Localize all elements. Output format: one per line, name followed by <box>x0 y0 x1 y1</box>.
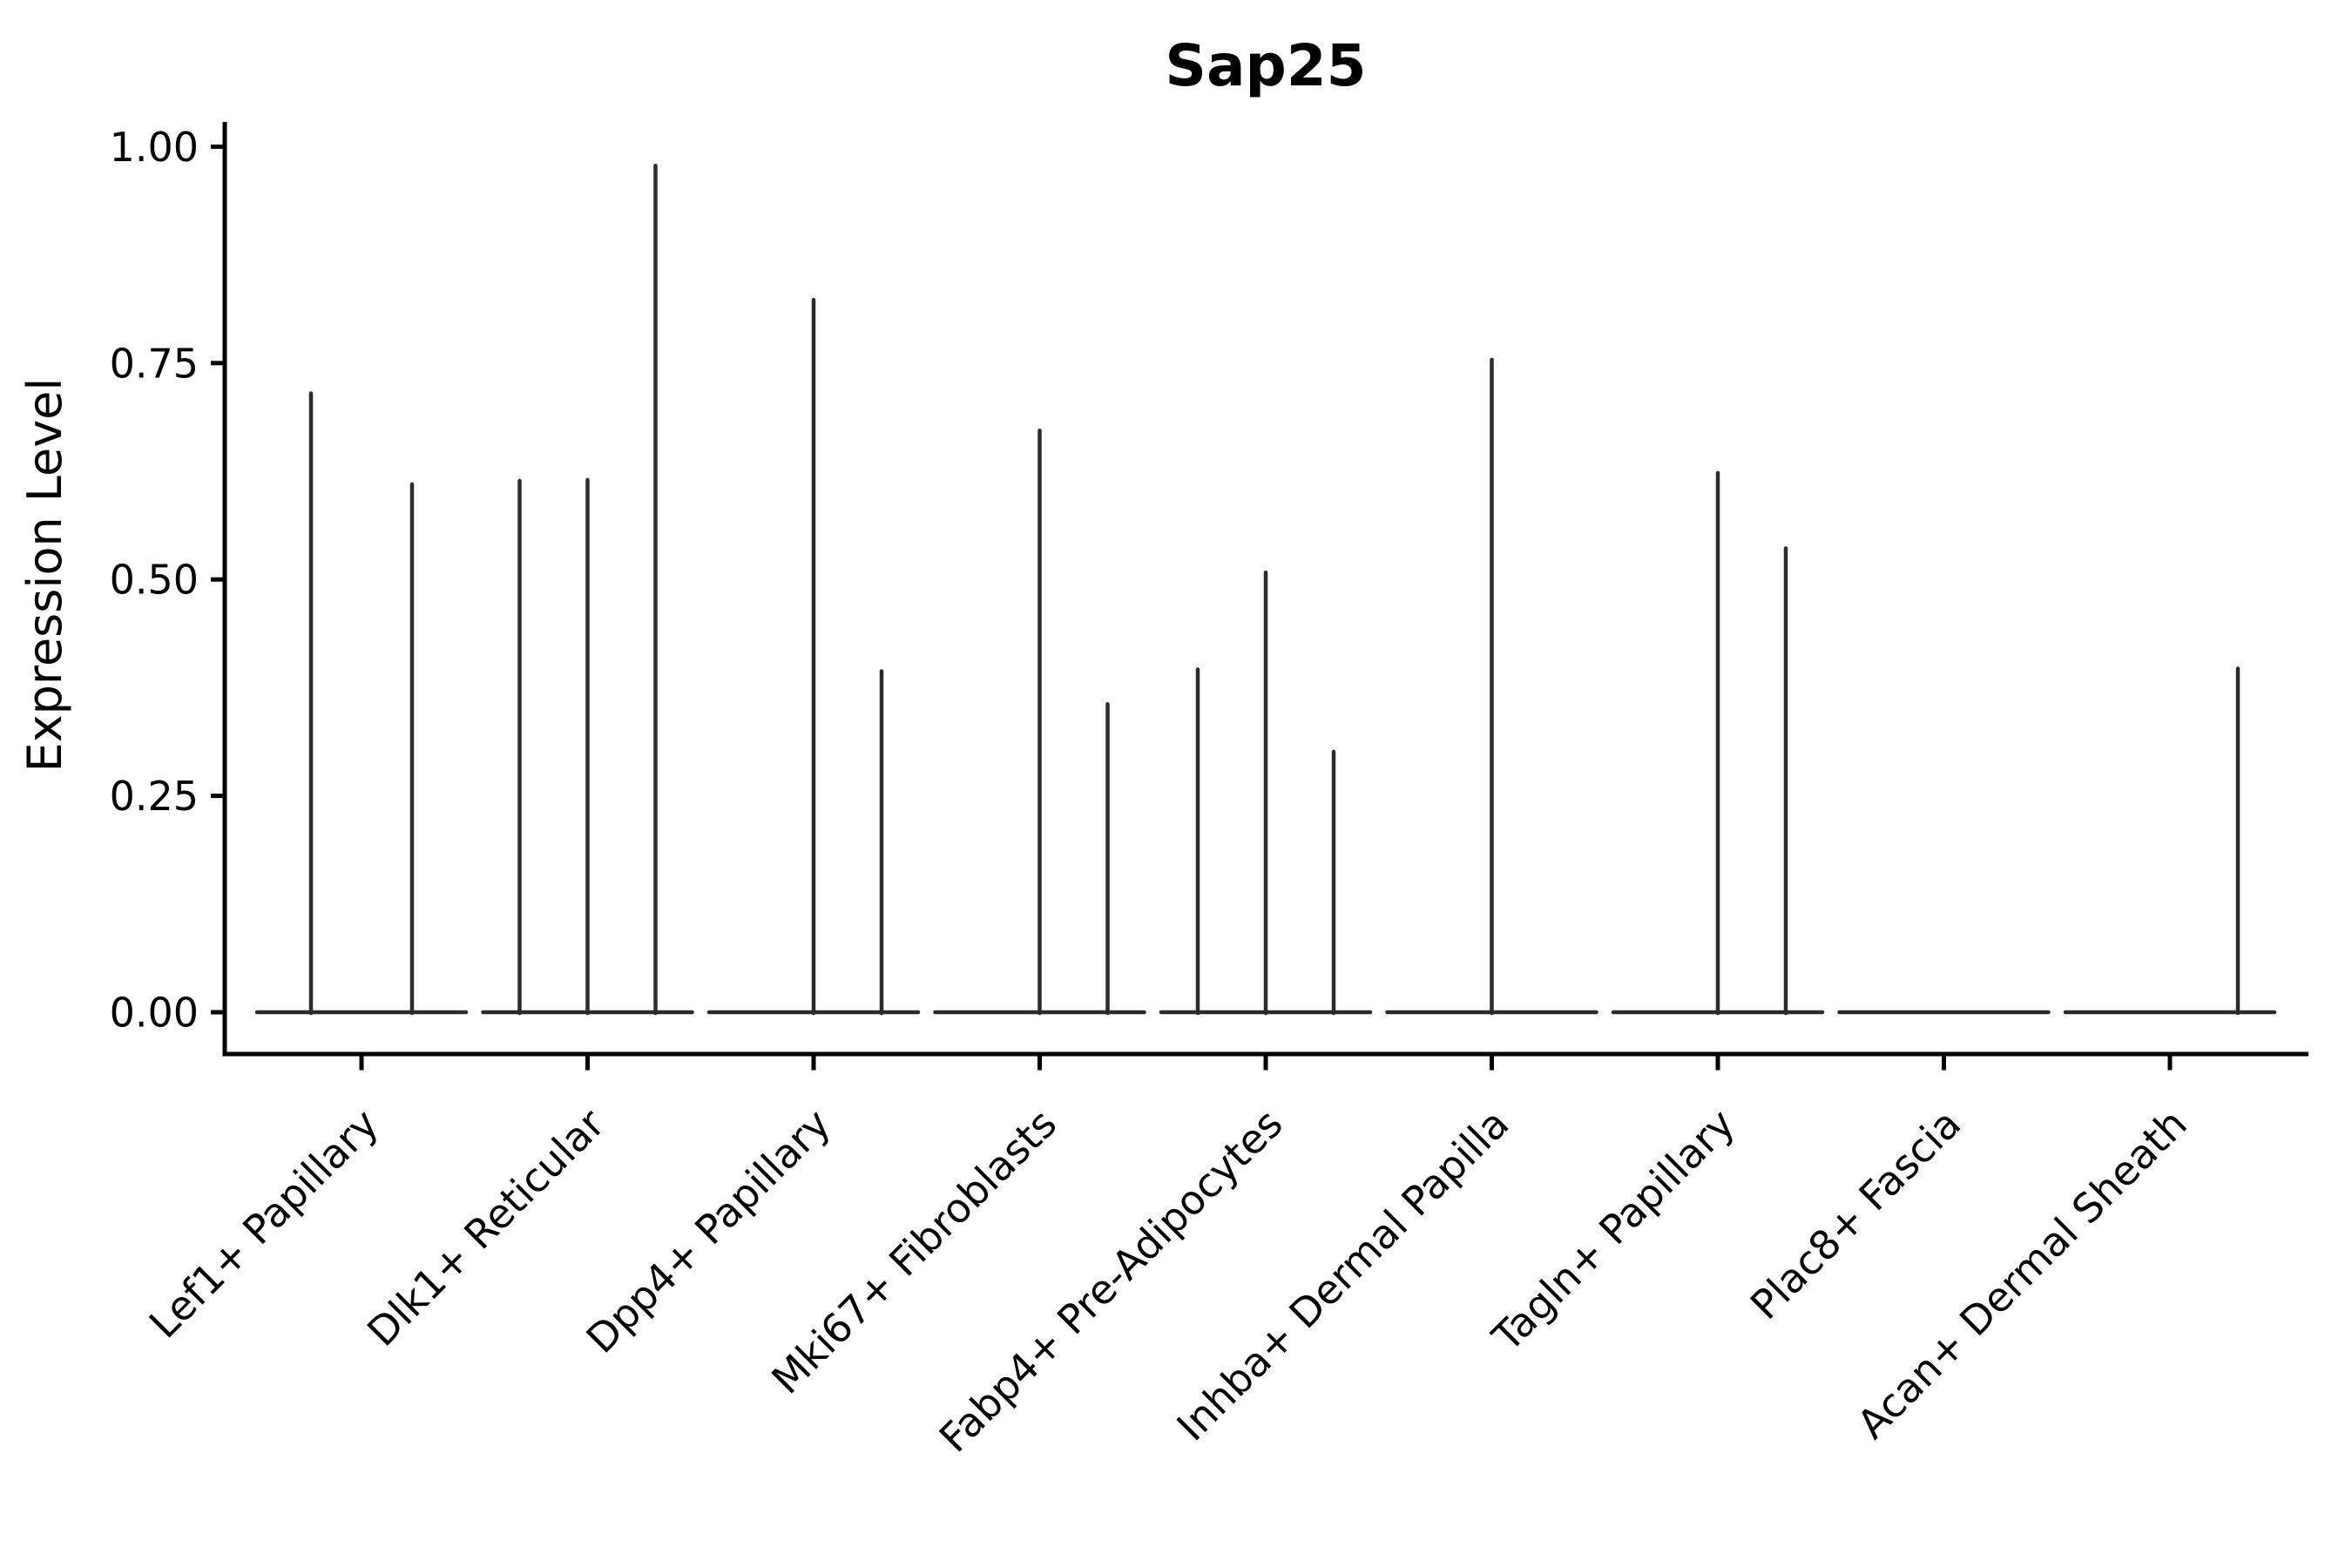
chart-title: Sap25 <box>1165 32 1366 99</box>
x-tick-label: Plac8+ Fascia <box>1741 1100 1970 1328</box>
y-tick-label: 1.00 <box>110 124 199 171</box>
x-tick-label: Lef1+ Papillary <box>140 1100 388 1348</box>
y-tick-label: 0.25 <box>110 773 199 820</box>
y-axis-ticks: 0.00 0.25 0.50 0.75 1.00 <box>110 124 223 1037</box>
y-tick-label: 0.50 <box>110 557 199 604</box>
y-tick-label: 0.75 <box>110 340 199 387</box>
x-tick-label: Dlk1+ Reticular <box>358 1100 613 1355</box>
violins <box>254 164 2277 1016</box>
y-tick-label: 0.00 <box>110 990 199 1037</box>
x-tick-label: Tagln+ Papillary <box>1483 1100 1744 1362</box>
y-axis-label: Expression Level <box>17 378 72 773</box>
x-tick-label: Dpp4+ Papillary <box>578 1100 840 1362</box>
